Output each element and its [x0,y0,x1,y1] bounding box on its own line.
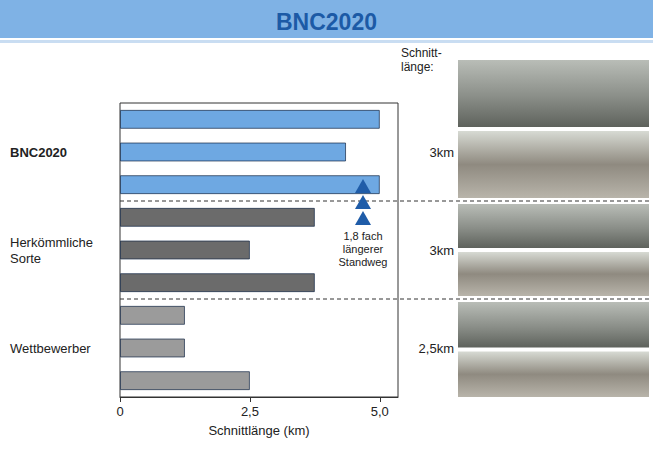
svg-text:2,5: 2,5 [241,404,259,419]
svg-text:2,5km: 2,5km [419,341,454,356]
svg-text:1,8 fach: 1,8 fach [343,230,382,242]
svg-text:längerer: längerer [343,243,384,255]
svg-text:BNC2020: BNC2020 [276,9,377,35]
svg-text:Schnittlänge (km): Schnittlänge (km) [208,423,309,438]
svg-text:5,0: 5,0 [371,404,389,419]
svg-text:0: 0 [116,404,123,419]
svg-text:Wettbewerber: Wettbewerber [10,341,91,356]
svg-text:3km: 3km [429,243,454,258]
svg-text:Sorte: Sorte [10,251,41,266]
svg-text:BNC2020: BNC2020 [10,145,67,160]
svg-text:Standweg: Standweg [339,256,388,268]
svg-text:3km: 3km [429,145,454,160]
svg-text:länge:: länge: [401,60,434,74]
svg-text:Herkömmliche: Herkömmliche [10,235,93,250]
svg-text:Schnitt-: Schnitt- [401,46,442,60]
